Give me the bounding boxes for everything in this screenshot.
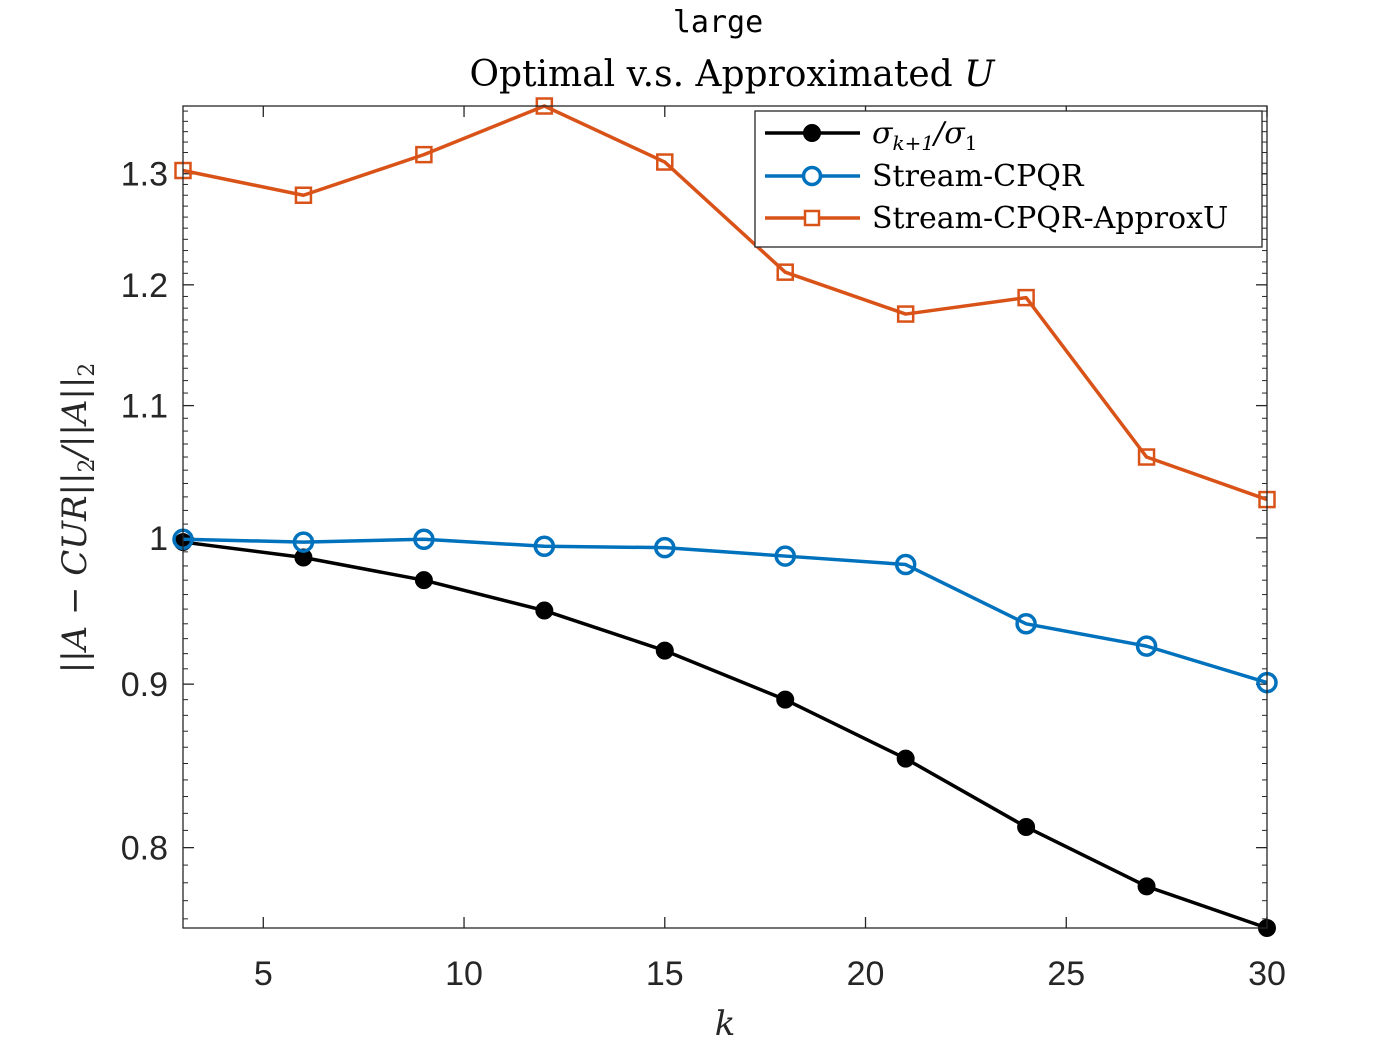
data-point bbox=[533, 535, 556, 558]
data-point bbox=[894, 553, 917, 576]
data-point bbox=[655, 641, 674, 660]
data-point bbox=[896, 305, 915, 323]
data-point bbox=[1137, 877, 1156, 896]
y-tick-label: 0.8 bbox=[121, 830, 168, 868]
legend-marker-approxu bbox=[803, 209, 821, 227]
chart-subtitle: Optimal v.s. Approximated U bbox=[470, 54, 997, 95]
y-tick-label: 0.9 bbox=[121, 666, 168, 704]
series-line-2 bbox=[182, 104, 1268, 502]
data-point bbox=[654, 536, 676, 559]
x-tick-label: 10 bbox=[445, 955, 483, 993]
x-tick-label: 30 bbox=[1248, 955, 1286, 993]
x-tick-label: 15 bbox=[646, 955, 684, 993]
y-tick-label: 1.1 bbox=[121, 388, 168, 426]
x-tick-labels: 5 10 15 20 25 30 bbox=[254, 955, 1286, 993]
plot-area-frame bbox=[182, 105, 1268, 929]
data-point bbox=[774, 545, 796, 567]
series-line-1 bbox=[182, 537, 1268, 685]
series-line-0 bbox=[182, 540, 1268, 930]
legend-label-approxu: Stream-CPQR-ApproxU bbox=[872, 201, 1228, 236]
legend-label-stream-cpqr: Stream-CPQR bbox=[872, 159, 1085, 194]
y-tick-label: 1.3 bbox=[121, 156, 168, 194]
data-point bbox=[415, 145, 433, 164]
data-point bbox=[776, 263, 794, 281]
data-point bbox=[535, 601, 554, 620]
y-tick-label: 1.2 bbox=[121, 267, 168, 305]
data-point bbox=[1017, 288, 1035, 307]
y-axis-label: ||A − CUR||2/||A||2 bbox=[55, 363, 100, 674]
data-point bbox=[413, 528, 435, 551]
legend: σk+1/σ1 Stream-CPQR Stream-CPQR-ApproxU bbox=[754, 110, 1263, 248]
x-axis-label: k bbox=[715, 1004, 736, 1044]
data-point bbox=[414, 571, 433, 590]
data-point bbox=[1017, 817, 1036, 836]
data-point bbox=[656, 153, 674, 171]
data-point bbox=[1015, 613, 1037, 635]
legend-marker-sigma bbox=[803, 124, 821, 142]
legend-marker-stream-cpqr bbox=[801, 165, 823, 187]
chart-title: large bbox=[673, 5, 763, 40]
x-tick-label: 5 bbox=[254, 955, 273, 993]
data-point bbox=[1135, 635, 1158, 657]
data-point bbox=[776, 690, 795, 709]
data-point bbox=[896, 749, 915, 768]
x-tick-label: 25 bbox=[1047, 955, 1085, 993]
data-point bbox=[1137, 448, 1156, 466]
data-point bbox=[294, 186, 313, 204]
y-tick-labels: 0.8 0.9 1 1.1 1.2 1.3 bbox=[121, 156, 168, 868]
x-tick-label: 20 bbox=[847, 955, 885, 993]
y-tick-label: 1 bbox=[149, 520, 168, 558]
data-point bbox=[292, 531, 315, 553]
